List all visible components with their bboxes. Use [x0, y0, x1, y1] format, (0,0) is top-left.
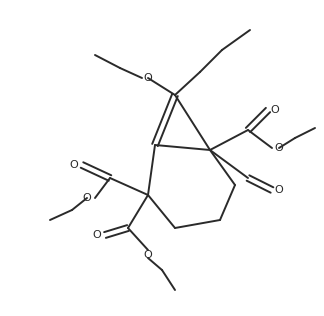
Text: O: O [70, 160, 78, 170]
Text: O: O [275, 143, 284, 153]
Text: O: O [83, 193, 91, 203]
Text: O: O [144, 250, 152, 260]
Text: O: O [275, 185, 284, 195]
Text: O: O [93, 230, 101, 240]
Text: O: O [271, 105, 279, 115]
Text: O: O [144, 73, 152, 83]
